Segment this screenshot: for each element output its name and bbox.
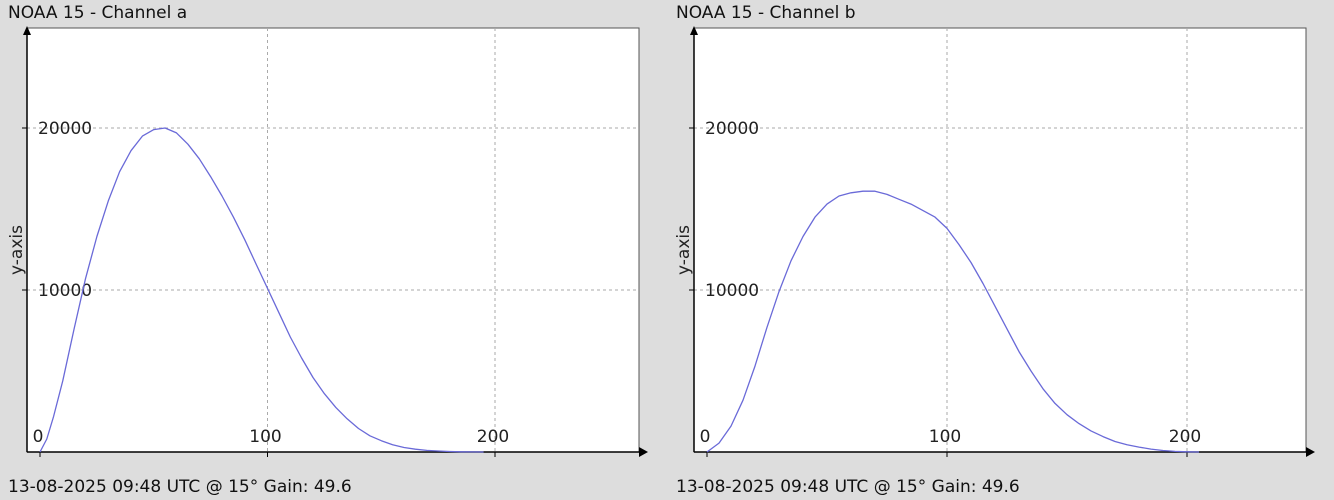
y-tick-label: 20000: [705, 119, 759, 139]
x-tick-label: 200: [1169, 427, 1201, 447]
x-tick-label: 100: [249, 427, 281, 447]
chart-canvas-channel-a: 0 100 200 10000 20000 y-axis: [7, 26, 648, 457]
y-axis-arrow: [23, 26, 31, 35]
chart-title: NOAA 15 - Channel b: [676, 3, 856, 23]
chart-panel-channel-b: NOAA 15 - Channel b 0 100 200 10000 20000 y-a…: [667, 0, 1334, 500]
series-line: [39, 127, 484, 453]
chart-footer: 13-08-2025 09:48 UTC @ 15° Gain: 49.6: [676, 477, 1020, 497]
x-tick-label: 100: [929, 427, 961, 447]
y-tick-label: 20000: [38, 119, 92, 139]
x-tick-label: 0: [33, 427, 44, 447]
y-tick-label: 10000: [705, 281, 759, 301]
y-axis-title: y-axis: [7, 225, 27, 275]
chart-canvas-channel-b: 0 100 200 10000 20000 y-axis: [674, 26, 1315, 457]
chart-title: NOAA 15 - Channel a: [8, 3, 188, 23]
x-axis-arrow: [1306, 447, 1315, 457]
x-axis-arrow: [639, 447, 648, 457]
x-tick-label: 0: [700, 427, 711, 447]
x-tick-label: 200: [477, 427, 509, 447]
plot-area: [693, 27, 1307, 453]
y-tick-label: 10000: [38, 281, 92, 301]
chart-panel-channel-a: NOAA 15 - Channel a 0 100 200 10000 20000 y-a…: [7, 3, 648, 497]
y-axis-title: y-axis: [674, 225, 694, 275]
chart-footer: 13-08-2025 09:48 UTC @ 15° Gain: 49.6: [8, 477, 352, 497]
plot-area: [26, 27, 640, 453]
y-axis-arrow: [690, 26, 698, 35]
series-line: [706, 190, 1200, 453]
